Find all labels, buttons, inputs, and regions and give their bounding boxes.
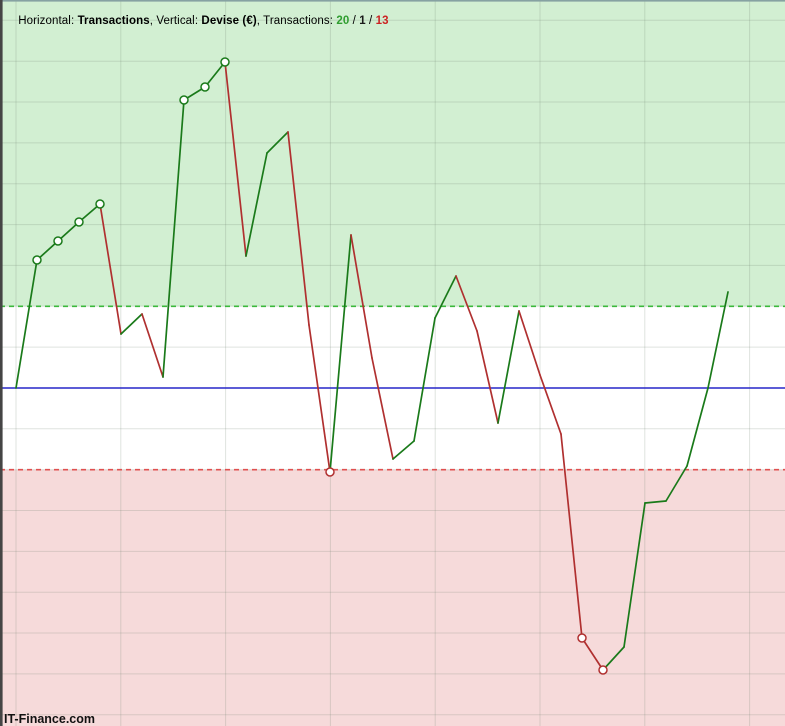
equity-segment-loss (476, 330, 499, 424)
equity-segment-win (266, 131, 289, 154)
equity-segment-win (245, 152, 268, 257)
equity-segment-loss (455, 275, 478, 332)
vertical-axis-label: Vertical: (156, 15, 202, 27)
equity-segment-win (434, 275, 457, 319)
vertical-axis-value: Devise (€) (201, 15, 257, 27)
equity-segment-win (392, 440, 415, 460)
left-border (0, 0, 3, 726)
separator: / (349, 15, 360, 27)
equity-segment-loss (539, 374, 562, 435)
equity-segment-win (497, 310, 520, 424)
trade-marker (577, 633, 587, 643)
equity-segment-loss (581, 637, 604, 671)
equity-segment-win (329, 234, 352, 473)
equity-segment-win (15, 259, 38, 389)
equity-segment-win (413, 317, 436, 442)
equity-segment-loss (518, 310, 541, 376)
equity-segment-loss (99, 203, 122, 335)
trade-marker (220, 57, 230, 67)
chart-info-bar: Horizontal: Transactions, Vertical: Devi… (5, 3, 389, 39)
equity-segment-loss (224, 61, 247, 257)
equity-segment-win (665, 465, 688, 502)
equity-segment-win (162, 99, 185, 378)
equity-segment-loss (308, 324, 331, 473)
separator: , (149, 15, 157, 27)
trade-marker (325, 467, 335, 477)
trade-marker (200, 82, 210, 92)
transactions-count-label: Transactions: (263, 15, 337, 27)
equity-segment-loss (560, 433, 583, 639)
equity-segment-win (204, 61, 226, 88)
trade-marker (95, 199, 105, 209)
negative-zone (0, 469, 785, 726)
losing-trades-count: 13 (375, 15, 389, 27)
equity-segment-loss (287, 131, 310, 326)
horizontal-axis-label: Horizontal: (18, 15, 78, 27)
it-finance-watermark: IT-Finance.com (4, 712, 95, 726)
top-border (0, 0, 785, 2)
equity-segment-win (686, 387, 709, 467)
separator: / (365, 15, 376, 27)
equity-segment-loss (350, 234, 373, 359)
equity-segment-win (623, 502, 646, 648)
trade-marker (598, 665, 608, 675)
equity-segment-win (707, 291, 729, 389)
trade-marker (179, 95, 189, 105)
trade-marker (32, 255, 42, 265)
equity-segment-loss (371, 357, 394, 460)
trade-marker (53, 236, 63, 246)
neutral-trades-count: 1 (359, 15, 366, 27)
equity-segment-win (602, 646, 625, 671)
horizontal-axis-value: Transactions (77, 15, 150, 27)
separator: , (256, 15, 264, 27)
winning-trades-count: 20 (336, 15, 350, 27)
equity-segment-loss (141, 313, 164, 378)
positive-zone (0, 1, 785, 307)
equity-segment-win (120, 313, 143, 335)
equity-segment-neutral (644, 500, 667, 504)
trade-marker (74, 217, 84, 227)
